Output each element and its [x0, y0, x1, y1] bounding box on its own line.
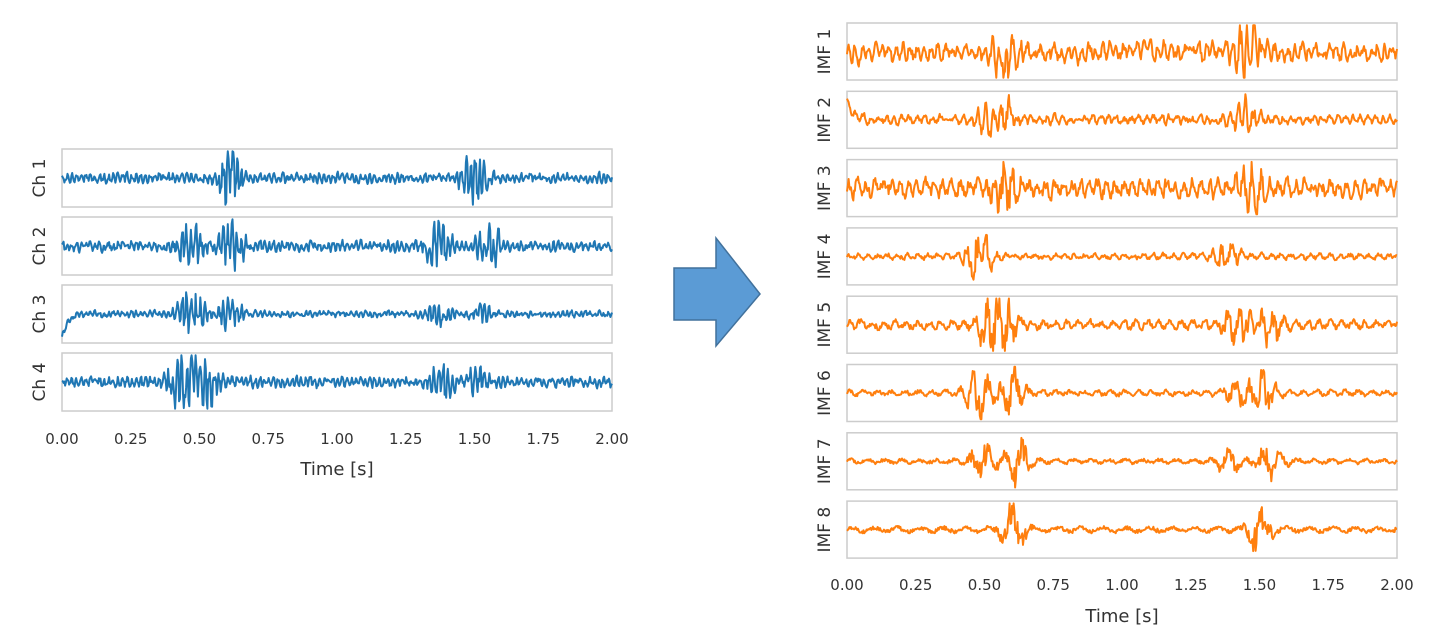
arrow-icon — [673, 235, 761, 349]
x-tick-label: 1.00 — [1105, 576, 1138, 594]
x-tick-label: 0.75 — [1037, 576, 1070, 594]
series-line — [61, 150, 613, 206]
x-tick-label: 1.50 — [1243, 576, 1276, 594]
series-label: IMF 3 — [815, 165, 835, 211]
x-tick-label: 0.50 — [183, 430, 216, 448]
x-tick-label: 1.25 — [389, 430, 422, 448]
x-tick-label: 2.00 — [1380, 576, 1413, 594]
series-label: IMF 7 — [815, 438, 835, 484]
series-label: IMF 8 — [815, 507, 835, 553]
series-label: IMF 1 — [815, 29, 835, 75]
x-tick-label: 0.00 — [45, 430, 78, 448]
x-tick-label: 1.25 — [1174, 576, 1207, 594]
series-line — [846, 502, 1398, 553]
x-tick-label: 1.75 — [527, 430, 560, 448]
x-axis-label: Time [s] — [1084, 606, 1158, 627]
series-label: IMF 2 — [815, 97, 835, 143]
channel-chart: Ch 1 Ch 2 Ch 3 Ch 4 0.00 0.25 0.50 0.75 1.00 1.25… — [30, 148, 629, 480]
series-line — [846, 160, 1398, 216]
series-line — [846, 436, 1398, 489]
series-line — [846, 297, 1398, 352]
series-line — [61, 354, 613, 410]
x-tick-label: 0.00 — [830, 576, 863, 594]
series-label: Ch 3 — [30, 295, 50, 334]
x-tick-label: 0.75 — [252, 430, 285, 448]
series-label: IMF 5 — [815, 302, 835, 348]
series-line — [846, 93, 1398, 138]
x-tick-label: 2.00 — [595, 430, 628, 448]
series-line — [846, 233, 1398, 281]
x-tick-label: 0.25 — [899, 576, 932, 594]
x-tick-label: 1.75 — [1312, 576, 1345, 594]
x-tick-label: 0.50 — [968, 576, 1001, 594]
series-label: Ch 4 — [30, 363, 50, 402]
series-label: Ch 2 — [30, 227, 50, 266]
imf-chart: IMF 1 IMF 2 IMF 3 IMF 4 IMF 5 IMF 6 IMF 7 IMF 8… — [815, 22, 1414, 627]
series-line — [61, 291, 613, 337]
series-label: IMF 6 — [815, 370, 835, 416]
series-label: IMF 4 — [815, 234, 835, 280]
series-line — [846, 365, 1398, 421]
series-line — [846, 24, 1398, 79]
series-line — [61, 218, 613, 272]
x-tick-label: 1.50 — [458, 430, 491, 448]
x-tick-label: 1.00 — [320, 430, 353, 448]
x-tick-label: 0.25 — [114, 430, 147, 448]
x-axis-label: Time [s] — [299, 459, 373, 480]
series-label: Ch 1 — [30, 159, 50, 198]
